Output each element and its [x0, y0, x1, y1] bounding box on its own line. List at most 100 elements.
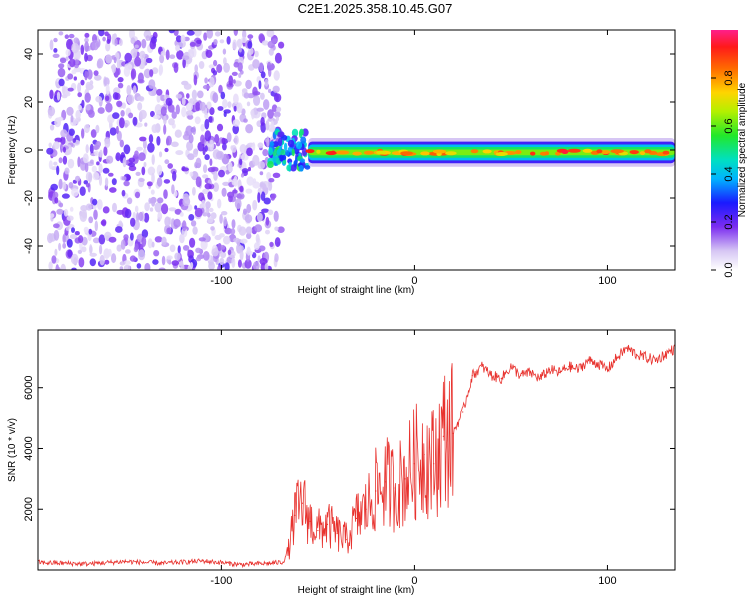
heatmap-cell [267, 62, 271, 71]
heatmap-cell [203, 164, 207, 173]
heatmap-cell [93, 145, 99, 150]
heatmap-cell [162, 256, 166, 266]
heatmap-cell [125, 249, 131, 254]
heatmap-cell [246, 189, 253, 194]
heatmap-cell [199, 61, 205, 69]
heatmap-cell [182, 55, 190, 60]
heatmap-cell [116, 101, 122, 107]
snr-data-point [366, 509, 367, 510]
heatmap-cell [217, 199, 221, 209]
heatmap-cell [234, 135, 239, 145]
heatmap-cell [103, 206, 110, 213]
heatmap-cell [122, 190, 126, 197]
heatmap-cell [261, 71, 266, 78]
snr-data-point [655, 360, 656, 361]
heatmap-cell [611, 149, 624, 153]
snr-data-point [588, 360, 589, 361]
heatmap-cell [205, 130, 212, 141]
heatmap-cell [163, 189, 168, 199]
heatmap-cell [126, 175, 131, 181]
heatmap-cell [120, 110, 124, 117]
heatmap-cell [221, 92, 226, 100]
heatmap-cell [223, 63, 230, 73]
snr-data-point [385, 481, 386, 482]
heatmap-cell [117, 210, 125, 215]
heatmap-cell [59, 179, 63, 190]
heatmap-marks [46, 26, 675, 275]
heatmap-cell [232, 190, 238, 194]
heatmap-cell [166, 98, 173, 106]
heatmap-cell [180, 263, 184, 274]
heatmap-cell [186, 110, 193, 115]
heatmap-cell [99, 175, 102, 186]
heatmap-cell [59, 31, 64, 35]
heatmap-cell [95, 96, 102, 103]
snr-plot-frame [38, 330, 675, 570]
heatmap-cell [104, 260, 109, 265]
heatmap-cell [188, 49, 194, 58]
heatmap-cell [247, 34, 253, 39]
heatmap-cell [105, 54, 112, 64]
heatmap-cell [209, 208, 214, 212]
heatmap-cell [47, 233, 53, 243]
heatmap-cell [232, 72, 238, 76]
heatmap-cell [172, 260, 180, 266]
heatmap-cell [123, 181, 129, 187]
heatmap-cell [175, 150, 183, 155]
heatmap-cell [164, 216, 170, 226]
heatmap-cell [101, 220, 106, 225]
heatmap-cell [206, 102, 211, 110]
heatmap-cell [262, 149, 268, 156]
heatmap-cell [156, 89, 162, 96]
heatmap-cell [190, 172, 194, 177]
heatmap-cell [268, 210, 273, 216]
heatmap-cell [112, 112, 119, 119]
heatmap-cell [67, 216, 74, 221]
heatmap-cell [144, 123, 147, 127]
heatmap-cell [71, 188, 79, 197]
heatmap-cell [138, 178, 144, 182]
heatmap-cell [118, 77, 124, 82]
heatmap-cell [46, 148, 53, 155]
heatmap-cell [174, 62, 179, 73]
heatmap-cell [146, 58, 153, 63]
heatmap-cell [77, 83, 81, 93]
heatmap-cell [170, 245, 176, 253]
heatmap-cell [233, 94, 239, 105]
heatmap-cell [182, 197, 190, 207]
heatmap-cell [229, 75, 234, 86]
heatmap-cell [583, 149, 593, 153]
heatmap-cell [545, 151, 549, 155]
heatmap-cell [175, 130, 182, 138]
heatmap-cell [66, 107, 73, 116]
heatmap-cell [248, 48, 254, 55]
heatmap-cell [256, 108, 264, 112]
heatmap-cell [49, 160, 53, 169]
heatmap-cell [246, 204, 251, 213]
heatmap-cell [138, 249, 145, 260]
heatmap-cell [202, 212, 207, 216]
heatmap-cell [196, 40, 202, 44]
heatmap-cell [300, 136, 306, 143]
heatmap-y-tick-label: -40 [23, 238, 35, 254]
heatmap-cell [194, 75, 198, 86]
heatmap-cell [218, 170, 225, 178]
heatmap-cell [270, 142, 275, 146]
heatmap-cell [73, 37, 79, 43]
heatmap-cell [203, 251, 210, 261]
heatmap-cell [212, 92, 218, 103]
heatmap-cell [159, 66, 162, 76]
heatmap-cell [171, 184, 175, 194]
heatmap-cell [644, 149, 651, 153]
heatmap-cell [85, 163, 89, 173]
heatmap-cell [247, 41, 252, 49]
heatmap-cell [125, 209, 132, 219]
heatmap-cell [172, 171, 176, 181]
heatmap-cell [146, 35, 151, 41]
snr-data-point [549, 369, 550, 370]
heatmap-cell [83, 153, 89, 163]
heatmap-cell [240, 239, 247, 244]
heatmap-cell [252, 142, 255, 151]
heatmap-cell [81, 246, 86, 252]
heatmap-cell [60, 264, 66, 275]
